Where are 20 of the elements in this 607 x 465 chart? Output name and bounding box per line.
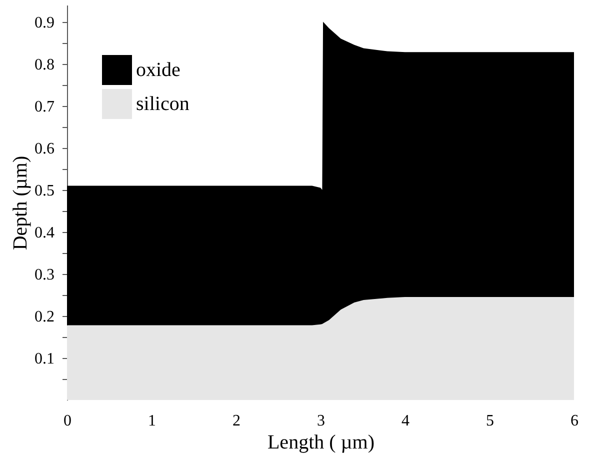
x-axis-title: Length ( µm): [267, 432, 375, 454]
x-tick-label: 0: [64, 412, 72, 430]
y-tick-label: 0.4: [34, 224, 54, 242]
legend-label: silicon: [136, 93, 190, 115]
y-tick-label: 0.3: [34, 266, 54, 284]
y-tick-label: 0.9: [34, 14, 54, 32]
y-tick-label: 0.2: [34, 308, 54, 326]
x-tick-label: 5: [486, 412, 494, 430]
y-tick-label: 0.5: [34, 182, 54, 200]
legend-label: oxide: [136, 59, 181, 81]
x-tick-label: 4: [402, 412, 410, 430]
x-tick-label: 2: [232, 412, 240, 430]
x-tick-label: 3: [317, 412, 325, 430]
x-tick-label: 1: [148, 412, 156, 430]
y-tick-label: 0.8: [34, 56, 54, 74]
x-tick-label: 6: [570, 412, 578, 430]
y-tick-label: 0.7: [34, 98, 54, 116]
y-axis-title: Depth (µm): [10, 156, 32, 250]
y-tick-label: 0.6: [34, 140, 54, 158]
y-tick-label: 0.1: [34, 350, 54, 368]
